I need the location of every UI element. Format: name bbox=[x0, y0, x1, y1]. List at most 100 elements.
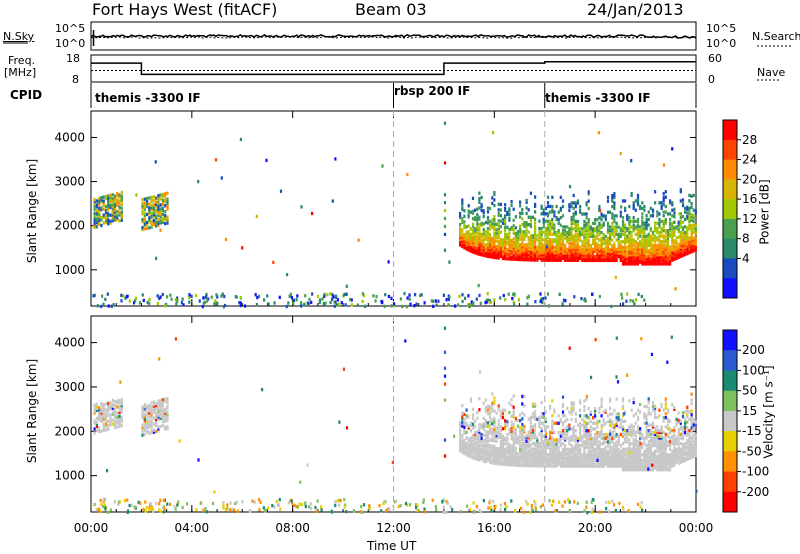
velocity-cell bbox=[647, 455, 650, 459]
power-cell bbox=[98, 200, 101, 204]
power-cell bbox=[534, 221, 537, 225]
velocity-cell bbox=[152, 410, 155, 414]
power-cell bbox=[111, 197, 114, 201]
power-cell bbox=[641, 260, 644, 264]
velocity-cell bbox=[469, 453, 472, 457]
power-cell bbox=[116, 199, 119, 204]
power-cell bbox=[478, 197, 481, 201]
power-cell bbox=[557, 243, 560, 248]
velocity-cell bbox=[118, 420, 121, 424]
power-cell bbox=[508, 212, 511, 217]
velocity-cell bbox=[538, 419, 541, 423]
velocity-cell bbox=[499, 410, 502, 414]
velocity-cell bbox=[596, 447, 599, 452]
power-cell bbox=[474, 236, 477, 240]
power-cell bbox=[658, 247, 661, 251]
power-cell bbox=[658, 245, 661, 249]
power-cell bbox=[633, 302, 636, 306]
power-cell bbox=[624, 251, 627, 255]
power-cell bbox=[463, 240, 466, 244]
velocity-cell bbox=[630, 449, 633, 453]
velocity-cell bbox=[491, 453, 494, 457]
power-cell bbox=[465, 232, 468, 236]
power-cell bbox=[669, 223, 672, 227]
power-cell bbox=[465, 243, 468, 247]
velocity-cell bbox=[465, 447, 468, 451]
velocity-cell bbox=[478, 452, 481, 457]
velocity-cell bbox=[480, 432, 483, 437]
power-cell bbox=[602, 223, 605, 227]
power-cell bbox=[671, 214, 674, 218]
velocity-cell bbox=[504, 436, 507, 440]
velocity-cell bbox=[684, 427, 687, 431]
power-cell bbox=[501, 221, 505, 225]
power-cell bbox=[615, 247, 618, 251]
power-cell bbox=[660, 247, 663, 251]
velocity-cell bbox=[656, 455, 659, 459]
velocity-cell bbox=[471, 407, 475, 411]
velocity-cell bbox=[471, 443, 475, 447]
velocity-cell bbox=[476, 457, 479, 461]
velocity-cell bbox=[609, 418, 612, 422]
velocity-cell bbox=[506, 455, 509, 459]
velocity-cell bbox=[679, 447, 682, 451]
velocity-cell bbox=[609, 432, 612, 437]
power-cell bbox=[600, 244, 603, 248]
velocity-cell bbox=[651, 456, 655, 461]
velocity-cell bbox=[621, 447, 625, 451]
power-cell bbox=[459, 228, 462, 232]
power-cell bbox=[630, 258, 633, 262]
velocity-cell bbox=[570, 449, 573, 453]
velocity-cell bbox=[510, 435, 513, 439]
velocity-cell bbox=[459, 424, 462, 429]
power-cell bbox=[534, 210, 537, 214]
velocity-cell bbox=[587, 438, 590, 442]
power-cell bbox=[124, 296, 127, 300]
velocity-cell bbox=[576, 447, 580, 451]
power-cell bbox=[628, 219, 631, 223]
power-cell bbox=[594, 221, 597, 225]
velocity-cell bbox=[602, 436, 605, 440]
power-cell bbox=[476, 235, 479, 239]
power-cell bbox=[568, 249, 571, 253]
power-cell bbox=[266, 294, 269, 298]
power-cell bbox=[671, 251, 674, 255]
velocity-cell bbox=[469, 440, 472, 444]
velocity-cell bbox=[669, 419, 672, 423]
power-cell bbox=[568, 236, 571, 240]
power-cell bbox=[161, 220, 164, 224]
power-cell bbox=[197, 179, 200, 184]
velocity-cell bbox=[688, 451, 691, 455]
velocity-cell bbox=[489, 449, 492, 453]
power-cell bbox=[559, 242, 562, 246]
power-cell bbox=[525, 232, 528, 236]
power-cell bbox=[594, 234, 597, 238]
power-cell bbox=[574, 232, 577, 237]
velocity-cell bbox=[538, 432, 541, 436]
power-cell bbox=[600, 240, 603, 244]
power-cell bbox=[624, 240, 627, 244]
velocity-cell bbox=[98, 416, 101, 420]
power-cell bbox=[579, 205, 582, 209]
power-cell bbox=[111, 219, 114, 223]
power-cell bbox=[570, 219, 573, 224]
velocity-cell bbox=[465, 408, 468, 412]
power-cell bbox=[606, 258, 610, 263]
velocity-cell bbox=[630, 468, 633, 472]
power-cell bbox=[669, 201, 672, 205]
velocity-cell bbox=[634, 466, 637, 470]
power-cell bbox=[684, 234, 687, 238]
velocity-cell bbox=[559, 455, 562, 459]
velocity-cell bbox=[600, 414, 603, 418]
power-cell bbox=[512, 244, 515, 248]
velocity-cell bbox=[561, 412, 565, 416]
power-cell bbox=[141, 206, 144, 210]
velocity-cell bbox=[529, 460, 532, 464]
velocity-cell bbox=[604, 408, 607, 412]
velocity-cell bbox=[664, 453, 667, 457]
power-cell bbox=[465, 225, 468, 229]
velocity-cell bbox=[506, 442, 509, 446]
velocity-cell bbox=[493, 459, 496, 463]
power-cell bbox=[161, 208, 164, 212]
velocity-cell bbox=[636, 429, 640, 433]
